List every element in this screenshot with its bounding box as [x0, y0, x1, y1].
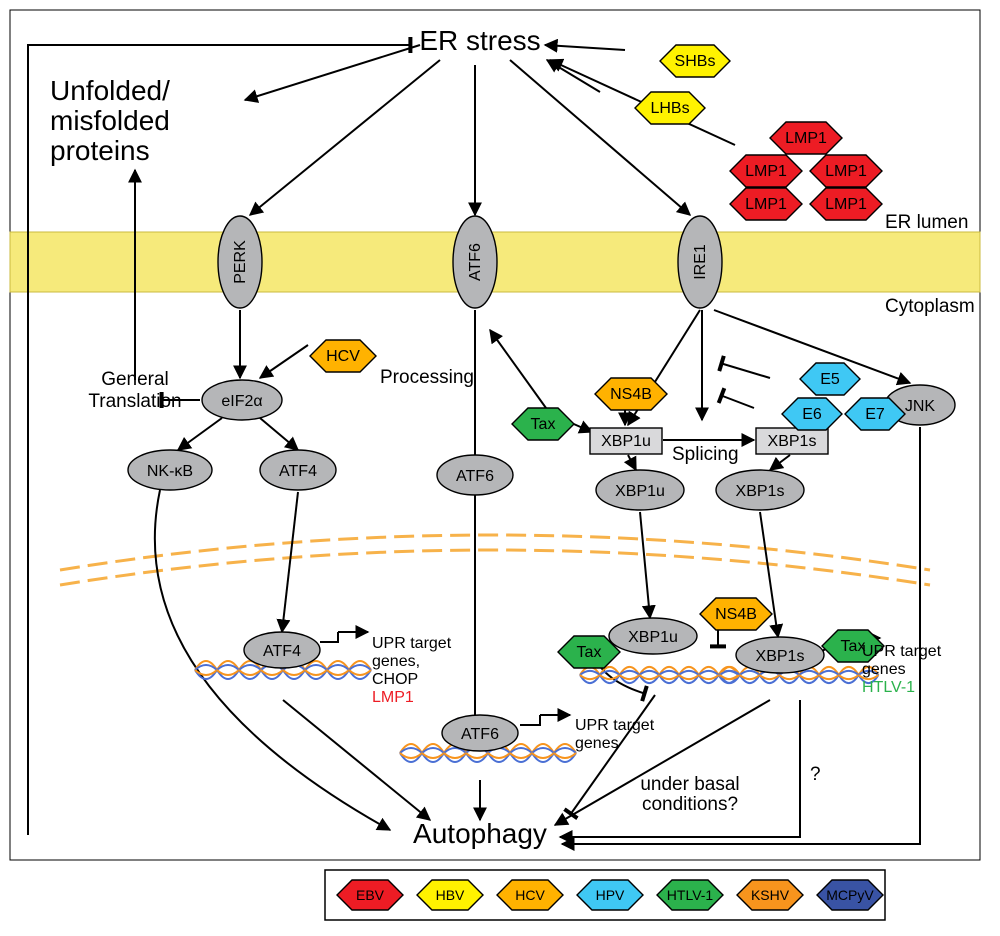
hex-label: Tax	[531, 416, 556, 433]
svg-text:HTLV-1: HTLV-1	[862, 679, 915, 696]
hex-label: LMP1	[745, 163, 787, 180]
hex-label: LHBs	[650, 100, 689, 117]
hex-label: Tax	[577, 644, 602, 661]
hex-label: LMP1	[745, 196, 787, 213]
hex-label: LMP1	[785, 130, 827, 147]
ellipse-atf4_d: ATF4	[244, 632, 320, 668]
ellipse-perk: PERK	[218, 216, 262, 308]
pathway-diagram: ER stress Unfolded/misfoldedproteins Aut…	[0, 0, 1000, 936]
ellipse-xbp1s_d: XBP1s	[736, 637, 824, 673]
svg-text:IRE1: IRE1	[692, 244, 709, 280]
hex-label: LMP1	[825, 196, 867, 213]
cytoplasm-label: Cytoplasm	[885, 296, 975, 317]
hex-label: HPV	[596, 887, 625, 903]
hex-label: E6	[802, 406, 822, 423]
hex-label: MCPyV	[826, 887, 874, 903]
processing-label: Processing	[380, 367, 474, 388]
hex-label: HCV	[515, 887, 545, 903]
ellipse-nfkb: NK-κB	[128, 450, 212, 490]
question-mark: ?	[810, 764, 821, 785]
ellipse-atf6_d: ATF6	[442, 715, 518, 751]
unfolded-label: Unfolded/misfoldedproteins	[50, 75, 170, 166]
hex-label: NS4B	[715, 606, 757, 623]
hex-label: HTLV-1	[667, 887, 714, 903]
ellipse-atf4_c: ATF4	[260, 450, 336, 490]
hex-label: LMP1	[825, 163, 867, 180]
nucleus-envelope	[60, 535, 930, 585]
svg-text:ATF6: ATF6	[456, 468, 494, 485]
hex-label: KSHV	[751, 887, 790, 903]
svg-text:LMP1: LMP1	[372, 689, 414, 706]
ellipse-eif2a: eIF2α	[202, 380, 282, 420]
ellipse-atf6_m: ATF6	[453, 216, 497, 308]
svg-text:ATF6: ATF6	[467, 243, 484, 281]
hex-label: E5	[820, 371, 840, 388]
ellipse-xbp1s_c: XBP1s	[716, 470, 804, 510]
ellipse-xbp1u_d: XBP1u	[609, 618, 697, 654]
basal-label: under basalconditions?	[640, 774, 739, 815]
svg-text:UPR targetgenes,CHOP: UPR targetgenes,CHOP	[372, 635, 452, 688]
hex-label: HBV	[436, 887, 465, 903]
ellipse-ire1: IRE1	[678, 216, 722, 308]
svg-text:XBP1s: XBP1s	[736, 483, 785, 500]
svg-text:XBP1u: XBP1u	[615, 483, 665, 500]
virus-hexagons: SHBs LHBs LMP1 LMP1 LMP1 LMP1 LMP1 HCV NS4B Tax E5…	[310, 45, 905, 668]
svg-text:UPR targetgenes: UPR targetgenes	[862, 643, 942, 678]
svg-text:PERK: PERK	[232, 240, 249, 284]
svg-text:ATF6: ATF6	[461, 726, 499, 743]
svg-text:XBP1u: XBP1u	[628, 629, 678, 646]
er-stress-label: ER stress	[419, 25, 540, 56]
ellipse-atf6_c: ATF6	[437, 455, 513, 495]
svg-text:XBP1s: XBP1s	[756, 648, 805, 665]
ellipse-xbp1u_c: XBP1u	[596, 470, 684, 510]
svg-text:JNK: JNK	[905, 398, 936, 415]
hex-label: SHBs	[675, 53, 716, 70]
splicing-label: Splicing	[672, 444, 739, 465]
svg-text:UPR targetgenes: UPR targetgenes	[575, 717, 655, 752]
svg-text:ATF4: ATF4	[279, 463, 317, 480]
autophagy-label: Autophagy	[413, 818, 547, 849]
svg-text:NK-κB: NK-κB	[147, 463, 193, 480]
hex-label: NS4B	[610, 386, 652, 403]
svg-text:XBP1s: XBP1s	[768, 433, 817, 450]
er-lumen-label: ER lumen	[885, 212, 968, 233]
hex-label: E7	[865, 406, 885, 423]
svg-text:eIF2α: eIF2α	[221, 393, 262, 410]
legend: EBV HBV HCV HPV HTLV-1 KSHV MCPyV	[325, 870, 885, 920]
hex-label: HCV	[326, 348, 360, 365]
svg-text:ATF4: ATF4	[263, 643, 301, 660]
hex-label: EBV	[356, 887, 385, 903]
svg-text:XBP1u: XBP1u	[601, 433, 651, 450]
